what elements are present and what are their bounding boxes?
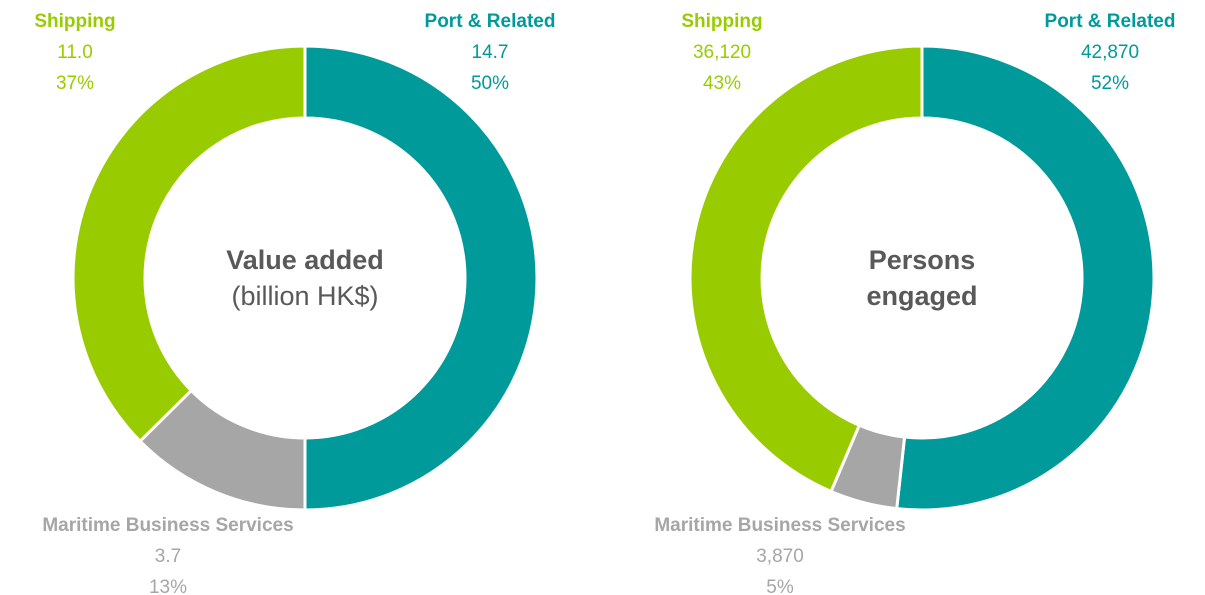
value-label: 42,870 (1080, 42, 1140, 63)
donut-segment (895, 44, 1156, 512)
center-label: Persons engaged (847, 242, 997, 314)
category-name: Shipping (34, 11, 116, 32)
share-label: 50% (470, 73, 510, 94)
donut-segment (303, 44, 539, 512)
value-label: 3,870 (756, 546, 804, 567)
donut-segment (71, 44, 307, 444)
donut-segment (688, 44, 924, 494)
category-name: Maritime Business Services (654, 515, 906, 536)
segment-label: Shipping 11.0 37% (0, 6, 225, 99)
value-label: 14.7 (471, 42, 509, 63)
category-name: Port & Related (1044, 11, 1176, 32)
share-label: 5% (766, 577, 794, 595)
category-name: Shipping (681, 11, 763, 32)
segment-label: Maritime Business Services 3,870 5% (630, 510, 930, 595)
value-label: 11.0 (57, 42, 93, 63)
share-label: 52% (1090, 73, 1130, 94)
value-label: 3.7 (154, 546, 182, 567)
chart-subtitle: (billion HK$) (231, 281, 379, 311)
segment-label: Port & Related 14.7 50% (340, 6, 640, 99)
value-label: 36,120 (692, 42, 752, 63)
segment-label: Shipping 36,120 43% (572, 6, 872, 99)
share-label: 13% (148, 577, 188, 595)
share-label: 37% (55, 73, 95, 94)
category-name: Port & Related (424, 11, 556, 32)
center-label: Value added (billion HK$) (185, 242, 425, 314)
share-label: 43% (702, 73, 742, 94)
segment-label: Maritime Business Services 3.7 13% (18, 510, 318, 595)
segment-label: Port & Related 42,870 52% (960, 6, 1205, 99)
chart-title: Value added (226, 245, 384, 275)
chart-title: Persons engaged (866, 245, 978, 311)
category-name: Maritime Business Services (42, 515, 294, 536)
